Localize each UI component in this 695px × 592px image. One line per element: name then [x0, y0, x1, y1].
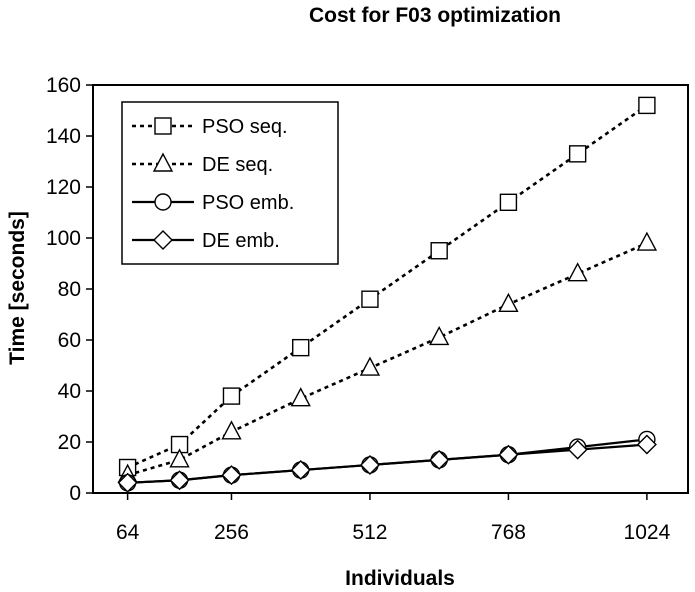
- data-point: [498, 444, 519, 465]
- x-tick-label: 256: [214, 521, 249, 544]
- y-tick-label: 160: [46, 74, 81, 97]
- x-tick-label: 1024: [624, 521, 671, 544]
- data-point: [290, 387, 311, 407]
- legend-item: DE seq.: [132, 152, 273, 176]
- chart-title: Cost for F03 optimization: [309, 4, 561, 27]
- data-point: [636, 434, 657, 455]
- data-point: [429, 325, 450, 346]
- data-point: [499, 193, 518, 212]
- data-point: [498, 292, 519, 312]
- data-point: [292, 338, 310, 357]
- data-point: [169, 470, 190, 491]
- x-axis-label: Individuals: [345, 567, 455, 590]
- series-pso-emb: [118, 430, 656, 492]
- y-tick-label: 40: [58, 380, 81, 403]
- data-point: [221, 420, 242, 440]
- data-point: [222, 387, 241, 405]
- y-tick-label: 120: [46, 176, 81, 199]
- data-point: [636, 231, 658, 251]
- legend-label: DE emb.: [202, 230, 280, 252]
- y-tick-label: 0: [69, 482, 81, 505]
- data-point: [359, 356, 381, 376]
- legend-label: PSO emb.: [202, 192, 294, 214]
- y-axis-label: Time [seconds]: [6, 211, 29, 365]
- y-tick-label: 20: [58, 431, 81, 454]
- legend-marker: [152, 152, 174, 172]
- legend-item: DE emb.: [132, 230, 280, 252]
- data-point: [429, 449, 450, 470]
- y-tick-label: 140: [46, 125, 81, 148]
- data-point: [430, 242, 448, 260]
- legend-item: PSO seq.: [132, 116, 288, 138]
- x-axis-ticks: 64 256 512 768 1024: [116, 493, 671, 544]
- data-point: [567, 439, 588, 460]
- y-axis-ticks: 0 20 40 60 80 100 120 140 160: [46, 74, 93, 505]
- data-point: [117, 472, 138, 493]
- plot-area: [92, 84, 689, 494]
- legend-label: PSO seq.: [202, 116, 288, 138]
- data-point: [361, 290, 379, 308]
- data-point: [568, 145, 587, 163]
- data-point: [359, 454, 380, 475]
- y-tick-label: 80: [58, 278, 81, 301]
- x-tick-label: 512: [352, 521, 387, 544]
- legend-marker: [154, 117, 172, 135]
- data-point: [221, 465, 242, 486]
- series-de-emb: [117, 434, 657, 493]
- data-point: [169, 448, 190, 468]
- legend-marker: [153, 230, 173, 250]
- x-tick-label: 768: [491, 521, 526, 544]
- y-tick-label: 100: [46, 227, 81, 250]
- data-point: [638, 96, 656, 115]
- series-layer: [117, 96, 658, 493]
- y-tick-label: 60: [58, 329, 81, 352]
- data-point: [567, 262, 588, 282]
- legend-item: PSO emb.: [132, 192, 294, 214]
- data-point: [290, 460, 311, 481]
- legend-label: DE seq.: [202, 154, 273, 176]
- legend-marker: [154, 193, 172, 211]
- x-tick-label: 64: [116, 521, 140, 544]
- legend: PSO seq. DE seq. PSO emb. DE emb.: [121, 101, 339, 265]
- series-line: [127, 241, 648, 477]
